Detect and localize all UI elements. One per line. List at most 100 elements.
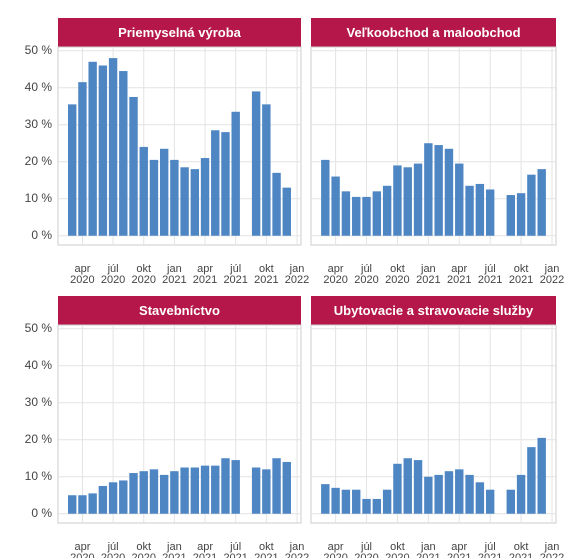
x-tick-label: apr 2020 [70, 263, 95, 286]
x-tick-label: apr 2020 [70, 541, 95, 558]
x-tick-label: okt 2021 [254, 263, 279, 286]
x-tick-label: jan 2021 [162, 541, 187, 558]
bar [221, 458, 230, 514]
x-tick-label: júl 2021 [223, 541, 248, 558]
bar [444, 471, 454, 514]
bar [352, 196, 361, 236]
bar [211, 130, 220, 236]
panel-title: Stavebníctvo [139, 303, 220, 318]
x-tick-label: apr 2021 [192, 263, 218, 286]
bar [321, 159, 330, 236]
bar [272, 458, 281, 514]
bar [149, 159, 159, 236]
bar [403, 458, 412, 514]
bar [341, 489, 351, 514]
bar [434, 145, 443, 236]
y-tick-label: 0 % [31, 228, 52, 242]
panel-header [311, 18, 556, 47]
x-tick-label: júl 2021 [223, 263, 248, 286]
bar [352, 489, 361, 514]
bar [475, 183, 485, 236]
bar [200, 465, 210, 514]
bar [516, 474, 526, 514]
bar [211, 465, 220, 514]
bar [88, 493, 97, 514]
bar [506, 489, 515, 514]
x-tick-label: jan 2021 [416, 541, 441, 558]
x-tick-label: júl 2021 [477, 541, 503, 558]
bar [262, 469, 271, 514]
bar [159, 474, 169, 514]
bar [393, 463, 402, 514]
panel-title: Priemyselná výroba [118, 25, 242, 40]
y-tick-label: 10 % [25, 469, 53, 483]
plot-area [310, 324, 557, 524]
bar [180, 467, 189, 514]
bar [231, 111, 240, 236]
plot-area [310, 46, 557, 246]
x-tick-label: jan 2022 [284, 541, 310, 558]
x-tick-label: apr 2021 [447, 263, 472, 286]
x-tick-label: okt 2021 [254, 541, 279, 558]
bar [108, 58, 118, 236]
bar [527, 174, 536, 236]
x-tick-label: okt 2021 [508, 541, 534, 558]
bar [424, 476, 433, 514]
x-tick-label: apr 2020 [323, 541, 348, 558]
bar [282, 187, 291, 236]
bar [282, 461, 291, 514]
x-tick-label: júl 2020 [354, 541, 379, 558]
y-tick-label: 40 % [25, 358, 53, 372]
bar [424, 143, 433, 236]
bar [382, 489, 392, 514]
bar [455, 163, 464, 236]
bar [221, 132, 230, 236]
bar [251, 467, 261, 514]
panel-title: Ubytovacie a stravovacie služby [334, 303, 534, 318]
panel-header [58, 296, 301, 325]
bar [372, 498, 382, 514]
x-tick-label: apr 2021 [192, 541, 218, 558]
bar [231, 460, 240, 514]
x-tick-label: apr 2020 [323, 263, 348, 286]
y-tick-label: 50 % [25, 43, 53, 57]
bar [382, 185, 392, 236]
bar [119, 71, 128, 236]
bar [506, 195, 515, 236]
y-tick-label: 20 % [25, 154, 53, 168]
bar [413, 460, 423, 514]
panel-header [311, 296, 556, 325]
x-tick-label: jan 2022 [284, 263, 310, 286]
y-tick-label: 30 % [25, 395, 53, 409]
y-tick-label: 10 % [25, 191, 53, 205]
bar [341, 191, 351, 236]
bar [78, 495, 87, 514]
panel-title: Veľkoobchod a maloobchod [346, 25, 520, 40]
bar [98, 65, 108, 236]
bar [149, 469, 159, 514]
bar [190, 467, 200, 514]
bar [362, 196, 371, 236]
y-tick-label: 40 % [25, 80, 53, 94]
x-tick-label: júl 2021 [477, 263, 503, 286]
x-tick-label: okt 2020 [385, 541, 410, 558]
bar [68, 495, 77, 514]
bar [170, 159, 179, 236]
bar [321, 484, 330, 514]
bar [200, 158, 210, 236]
bar [129, 96, 138, 236]
x-tick-label: jan 2021 [416, 263, 441, 286]
x-tick-label: okt 2021 [508, 263, 534, 286]
bar [527, 447, 536, 514]
bar [485, 189, 495, 236]
panel-header [58, 18, 301, 47]
y-tick-label: 30 % [25, 117, 53, 131]
bar [108, 482, 118, 514]
bar [88, 61, 97, 236]
bar [413, 163, 423, 236]
bar [78, 82, 87, 236]
bar [393, 165, 402, 236]
y-tick-label: 50 % [25, 321, 53, 335]
